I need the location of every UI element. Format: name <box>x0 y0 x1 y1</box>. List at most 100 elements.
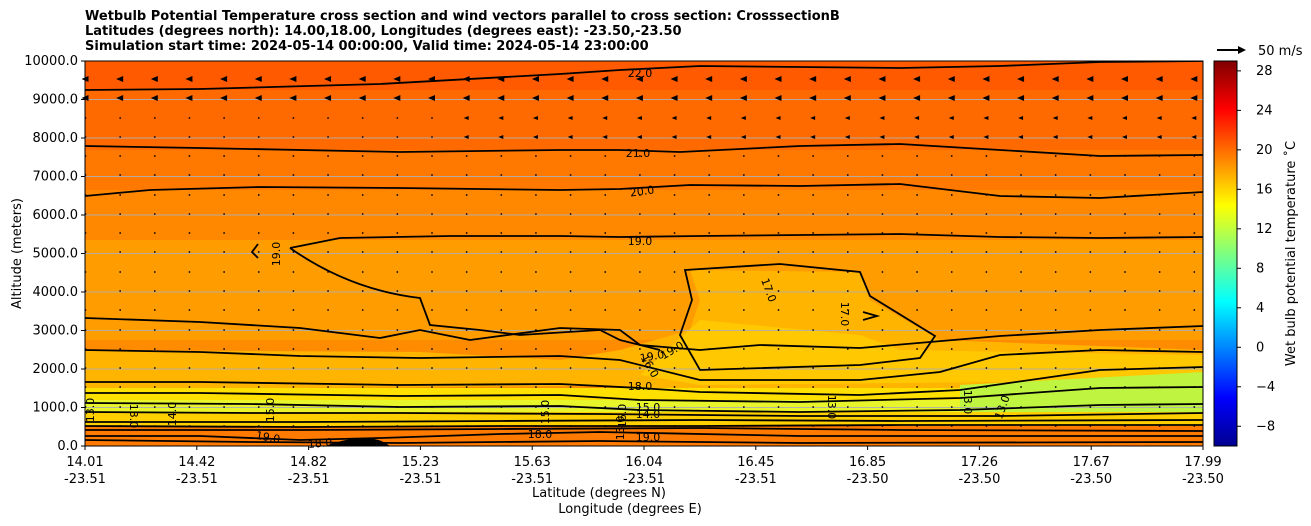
wind-vector <box>639 194 641 196</box>
wind-vector <box>881 329 884 331</box>
wind-vector <box>569 425 572 427</box>
wind-vector <box>985 194 988 196</box>
wind-vector <box>673 329 676 331</box>
contour-label-text: 18.0 <box>528 428 553 441</box>
wind-vector <box>462 95 470 101</box>
wind-vector <box>881 194 884 196</box>
wind-vector <box>535 348 537 350</box>
wind-vector <box>396 174 399 176</box>
wind-vector <box>604 232 607 234</box>
wind-vector <box>324 76 332 82</box>
wind-vector <box>985 251 988 253</box>
wind-vector <box>500 425 503 427</box>
wind-vector <box>188 290 191 292</box>
wind-vector <box>257 290 260 292</box>
wind-vector <box>774 95 782 101</box>
wind-vector <box>396 386 399 388</box>
wind-vector <box>812 213 815 215</box>
wind-vector <box>916 155 918 157</box>
wind-vector <box>257 213 260 215</box>
wind-vector <box>361 406 364 408</box>
contour-lines <box>85 61 1203 444</box>
wind-vector <box>1124 232 1126 234</box>
x-tick-label-lon: -23.50 <box>958 472 1000 487</box>
wind-vector <box>223 348 226 350</box>
wind-vector <box>673 213 676 215</box>
wind-vector <box>535 309 537 311</box>
wind-vector <box>500 194 503 196</box>
wind-vector <box>1020 386 1022 388</box>
wind-vector <box>846 290 849 292</box>
wind-vector <box>985 386 988 388</box>
wind-vector <box>1089 232 1092 234</box>
wind-vector <box>812 309 815 311</box>
wind-vector <box>119 155 122 157</box>
contour-label-text: 22.0 <box>628 67 653 80</box>
contour-label: 18.0 <box>307 436 333 451</box>
wind-vector <box>812 174 815 176</box>
wind-vector <box>673 155 676 157</box>
wind-vector <box>1193 329 1196 331</box>
wind-vector <box>948 135 954 139</box>
contour-14-low <box>85 424 1203 428</box>
wind-vector <box>846 155 849 157</box>
wind-vector <box>916 309 918 311</box>
wind-vector <box>916 406 918 408</box>
wind-vector <box>916 213 918 215</box>
wind-vector <box>119 232 122 234</box>
wind-vector <box>777 290 780 292</box>
wind-vector <box>223 251 226 253</box>
wind-vector <box>500 348 503 350</box>
wind-vector <box>635 76 643 82</box>
wind-vector <box>916 386 918 388</box>
wind-vector <box>916 271 918 273</box>
contour-label-text: 19.0 <box>628 235 653 248</box>
wind-vector <box>465 194 468 196</box>
wind-vector <box>465 290 468 292</box>
contour-label-text: 18.0 <box>628 380 653 393</box>
contour-label: 15.0 <box>636 401 661 414</box>
wind-vector <box>361 155 364 157</box>
wind-vector <box>188 232 191 234</box>
wind-vector <box>396 329 399 331</box>
wind-vector <box>361 309 364 311</box>
wind-vector <box>188 194 191 196</box>
wind-vector <box>947 76 955 82</box>
wind-vector <box>639 290 641 292</box>
wind-vector <box>1193 174 1196 176</box>
wind-vector <box>1020 290 1022 292</box>
x-axis: 14.01 -23.51 14.42 -23.51 14.82 -23.51 15.23 -2… <box>64 446 1224 487</box>
wind-vector <box>1190 76 1198 82</box>
wind-vector <box>950 174 953 176</box>
wind-vector <box>1089 213 1092 215</box>
wind-vector <box>500 271 503 273</box>
wind-vector <box>740 135 746 139</box>
wind-vector <box>569 232 572 234</box>
contour-small-right <box>862 311 881 321</box>
wind-vector <box>810 116 816 120</box>
wind-vector <box>431 309 433 311</box>
wind-vector <box>150 76 158 82</box>
wind-vector <box>153 213 156 215</box>
wind-vector <box>777 425 780 427</box>
wind-vector <box>498 116 504 120</box>
contour-label-text: 15.0 <box>636 401 661 414</box>
contour-label: 19.0 <box>639 348 665 365</box>
wind-vector <box>1017 95 1025 101</box>
wind-vector <box>1124 251 1126 253</box>
wind-vector <box>569 406 572 408</box>
wind-vector <box>777 329 780 331</box>
wind-vector <box>1089 309 1092 311</box>
wind-vector <box>185 76 193 82</box>
wind-vector <box>1020 174 1022 176</box>
wind-vector <box>1087 135 1093 139</box>
wind-vector <box>327 136 329 138</box>
wind-vector <box>846 367 849 369</box>
wind-vector <box>812 290 815 292</box>
wind-vector <box>119 406 122 408</box>
wind-vector <box>775 116 781 120</box>
wind-vector <box>673 386 676 388</box>
colorbar-tick-label: −8 <box>1256 419 1275 434</box>
wind-vector <box>708 174 711 176</box>
wind-vector <box>188 155 191 157</box>
